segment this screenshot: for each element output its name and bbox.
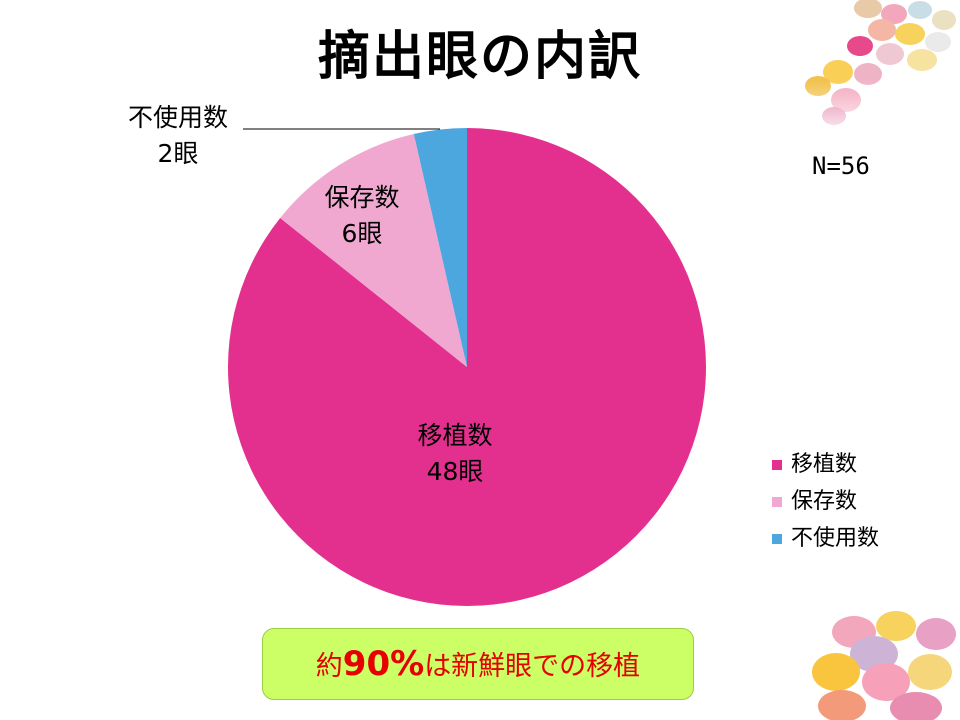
pie-slices [227, 128, 706, 606]
legend-swatch-unused [772, 533, 782, 544]
legend-label-preserved: 保存数 [791, 489, 858, 514]
legend-label-transplant: 移植数 [791, 452, 858, 477]
callout-prefix: 約 [315, 651, 343, 682]
legend-item-unused: 不使用数 [772, 520, 879, 557]
candy-eggs-image-top [798, 0, 960, 134]
slice-label-unused: 不使用数 2眼 [113, 100, 243, 172]
legend-item-preserved: 保存数 [772, 483, 879, 520]
slice-label-preserved-value: 6眼 [341, 219, 383, 248]
callout-box: 約90%は新鮮眼での移植 [262, 628, 694, 700]
pie-slice-preserved [280, 133, 467, 367]
callout-suffix: は新鮮眼での移植 [424, 651, 641, 682]
slice-label-transplant-name: 移植数 [417, 421, 493, 450]
slice-label-transplant-value: 48眼 [426, 457, 484, 486]
legend-swatch-transplant [772, 459, 782, 470]
legend-item-transplant: 移植数 [772, 446, 879, 483]
slice-label-preserved: 保存数 6眼 [307, 180, 417, 252]
slice-label-transplant: 移植数 48眼 [400, 418, 510, 490]
candy-eggs-image-bottom [796, 606, 960, 720]
slice-label-unused-value: 2眼 [157, 139, 199, 168]
sample-size-label: N=56 [812, 152, 870, 180]
slice-label-unused-name: 不使用数 [127, 103, 228, 132]
legend-label-unused: 不使用数 [791, 526, 880, 551]
chart-legend: 移植数 保存数 不使用数 [772, 446, 879, 557]
callout-emphasis: 90% [342, 644, 425, 684]
page-title: 摘出眼の内訳 [317, 27, 642, 87]
legend-swatch-preserved [772, 496, 782, 507]
pie-slice-unused [413, 128, 467, 367]
slice-label-preserved-name: 保存数 [324, 183, 400, 212]
